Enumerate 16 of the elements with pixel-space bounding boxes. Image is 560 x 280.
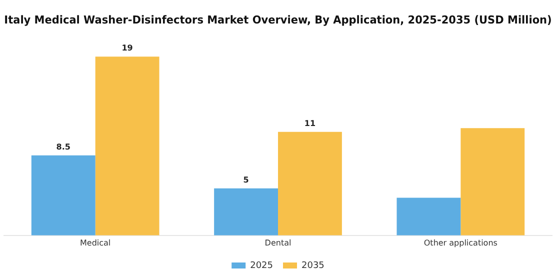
- bar: [95, 56, 160, 236]
- legend-label: 2035: [302, 260, 324, 271]
- data-label: 11: [304, 118, 316, 128]
- x-tick-label: Medical: [80, 238, 111, 248]
- bar: [396, 198, 461, 236]
- x-tick-label: Other applications: [424, 238, 498, 248]
- x-tick-label: Dental: [264, 238, 292, 248]
- bar: [278, 132, 342, 236]
- bar: [214, 188, 278, 236]
- bar: [460, 128, 525, 236]
- data-label: 8.5: [56, 142, 71, 152]
- legend-label: 2025: [250, 260, 273, 271]
- data-label: 5: [243, 175, 250, 184]
- data-label: 19: [122, 44, 134, 53]
- chart-title: Italy Medical Washer-Disinfectors Market Overview, By Application, 2025-2035 (USD Million): [4, 13, 552, 27]
- bar: [31, 155, 96, 236]
